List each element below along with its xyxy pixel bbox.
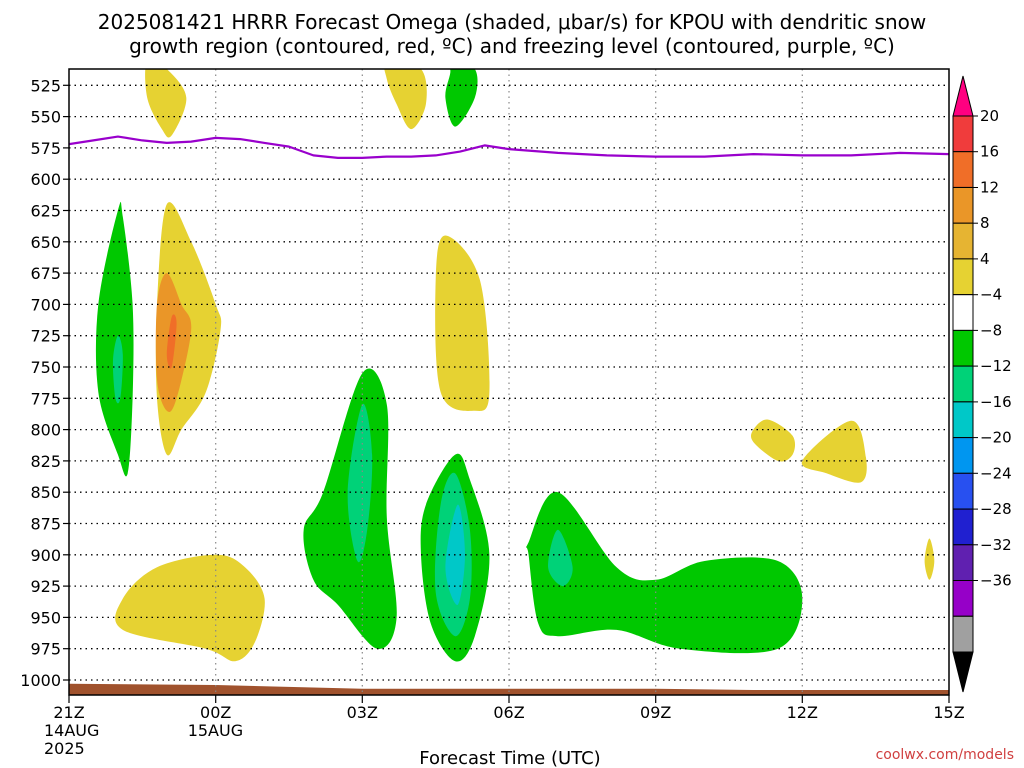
x-tick-label-03z: 03Z [347, 703, 378, 722]
y-tick-label-950: 950 [30, 608, 61, 627]
colorbar-segment-9 [952, 437, 974, 474]
y-tick-label-675: 675 [30, 264, 61, 283]
y-axis: 525 550 575 600 625 650 675 700 725 750 775 800 825 8… [20, 76, 69, 690]
omega-region-i [435, 235, 490, 411]
colorbar-tick-label-11: −28 [980, 500, 1012, 518]
site-credit: coolwx.com/models [876, 747, 1014, 763]
colorbar-segment-0 [952, 115, 974, 153]
colorbar-segment-13 [952, 580, 974, 617]
colorbar-tick-label-0: 20 [980, 107, 999, 125]
x-tick-sublabel-0-1: 2025 [44, 739, 85, 758]
omega-region-h [166, 314, 177, 369]
x-tick-label-15z: 15Z [933, 703, 964, 722]
omega-region-c [445, 69, 478, 127]
colorbar-segment-14 [952, 615, 974, 653]
colorbar-segment-1 [952, 151, 974, 188]
colorbar-tick-label-12: −32 [980, 536, 1012, 554]
colorbar-tick-label-9: −20 [980, 429, 1012, 447]
x-tick-sublabel-0-0: 14AUG [44, 721, 99, 740]
y-tick-label-650: 650 [30, 233, 61, 252]
y-tick-label-975: 975 [30, 640, 61, 659]
colorbar-segment-7 [952, 365, 974, 403]
x-tick-label-06z: 06Z [493, 703, 524, 722]
colorbar-tick-label-6: −8 [980, 321, 1002, 339]
freezing-level-line [69, 135, 949, 159]
omega-region-p [525, 491, 803, 654]
colorbar-segment-11 [952, 508, 974, 546]
colorbar-tick-label-10: −24 [980, 464, 1012, 482]
omega-region-b [384, 69, 427, 130]
y-tick-label-825: 825 [30, 452, 61, 471]
terrain-layer [69, 683, 949, 695]
colorbar-tick-label-7: −12 [980, 357, 1012, 375]
omega-region-l [347, 403, 373, 563]
colorbar-top-arrow [952, 75, 974, 117]
y-tick-label-575: 575 [30, 139, 61, 158]
chart-title-line-1: 2025081421 HRRR Forecast Omega (shaded, … [98, 10, 926, 34]
y-tick-label-700: 700 [30, 295, 61, 314]
colorbar-segment-2 [952, 187, 974, 224]
omega-region-j [115, 554, 265, 662]
colorbar-segment-3 [952, 222, 974, 260]
colorbar-segment-5 [952, 294, 974, 331]
colorbar-tick-label-8: −16 [980, 393, 1012, 411]
omega-region-q [548, 529, 573, 587]
y-tick-label-775: 775 [30, 389, 61, 408]
x-tick-sublabel-1-0: 15AUG [188, 721, 243, 740]
colorbar-tick-label-4: 4 [980, 250, 990, 268]
colorbar-tick-label-3: 8 [980, 214, 990, 232]
y-tick-label-800: 800 [30, 421, 61, 440]
y-tick-label-850: 850 [30, 483, 61, 502]
y-tick-label-550: 550 [30, 108, 61, 127]
y-tick-label-925: 925 [30, 577, 61, 596]
colorbar-bottom-arrow [952, 651, 974, 693]
omega-region-e [112, 335, 123, 404]
x-tick-label-00z: 00Z [200, 703, 231, 722]
y-tick-label-525: 525 [30, 76, 61, 95]
grid-lines [69, 69, 949, 695]
x-axis-label: Forecast Time (UTC) [419, 748, 600, 768]
colorbar-segment-8 [952, 401, 974, 439]
colorbar: 20 16 12 8 4 −4 −8 −12 −16 −20 −24 −28 −32 −36 [952, 75, 1012, 693]
chart-title: 2025081421 HRRR Forecast Omega (shaded, … [98, 10, 926, 58]
x-tick-label-21z: 21Z [53, 703, 84, 722]
x-tick-label-09z: 09Z [640, 703, 671, 722]
omega-region-d [95, 201, 134, 477]
colorbar-tick-label-2: 12 [980, 179, 999, 197]
y-tick-label-625: 625 [30, 202, 61, 221]
omega-region-r [750, 419, 796, 462]
colorbar-segment-4 [952, 258, 974, 296]
omega-region-a [145, 69, 187, 138]
colorbar-segment-12 [952, 544, 974, 581]
y-tick-label-1000: 1000 [20, 671, 61, 690]
y-tick-label-725: 725 [30, 327, 61, 346]
x-tick-label-12z: 12Z [787, 703, 818, 722]
colorbar-tick-label-5: −4 [980, 286, 1002, 304]
omega-region-s [801, 420, 867, 483]
colorbar-tick-label-13: −36 [980, 572, 1012, 590]
y-tick-label-600: 600 [30, 170, 61, 189]
y-tick-label-900: 900 [30, 546, 61, 565]
terrain-fill [69, 683, 949, 695]
y-tick-label-750: 750 [30, 358, 61, 377]
omega-shading [95, 69, 935, 662]
colorbar-segment-10 [952, 472, 974, 510]
omega-region-t [924, 538, 935, 580]
colorbar-tick-label-1: 16 [980, 143, 999, 161]
freezing-level-contour [69, 135, 949, 159]
chart-title-line-2: growth region (contoured, red, ºC) and f… [129, 34, 895, 58]
colorbar-segment-6 [952, 329, 974, 367]
y-tick-label-875: 875 [30, 515, 61, 534]
